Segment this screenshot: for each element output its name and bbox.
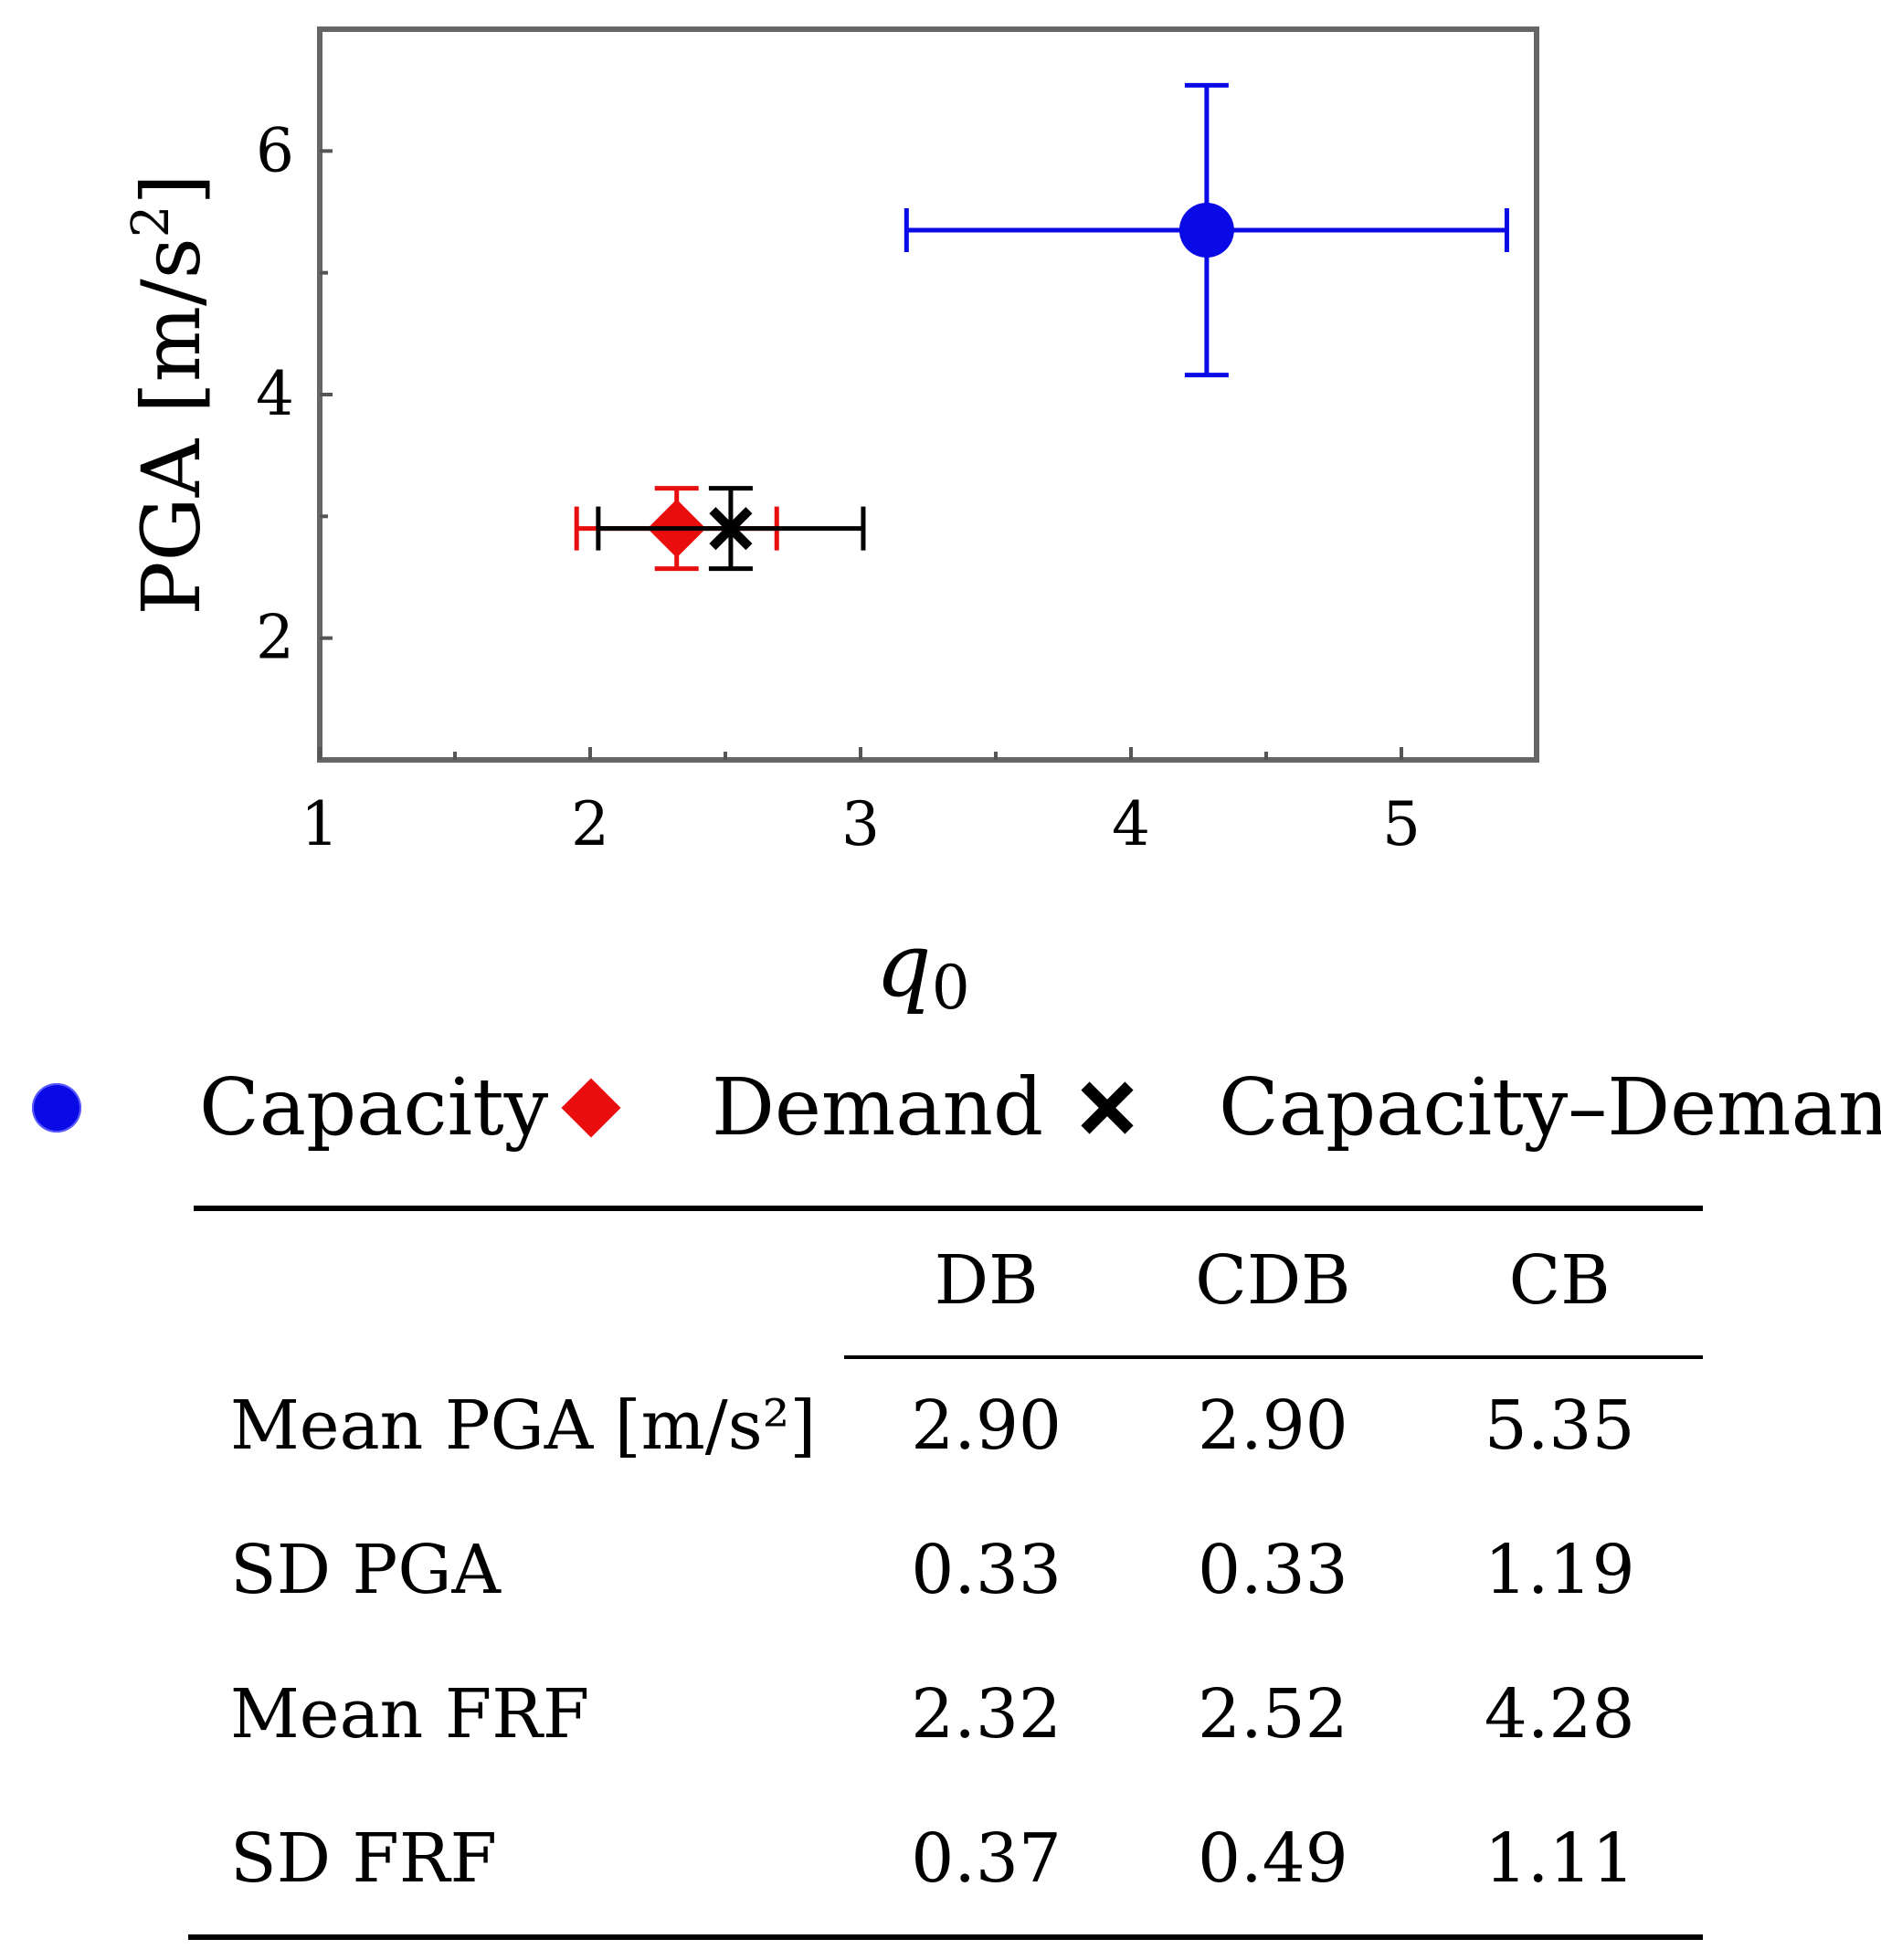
table-row: SD FRF 0.37 0.49 1.11 [194,1786,1703,1931]
legend-diamond-icon [561,1078,621,1138]
y-axis-label: PGA [m/s2] [122,174,218,616]
y-axis-label-main: PGA [m/s [124,237,218,616]
y-axis-label-superscript: 2 [122,205,181,238]
column-header-cb: CB [1508,1241,1611,1320]
table-cell: 4.28 [1484,1675,1635,1754]
legend-label: Capacity–Demand [1219,1062,1881,1154]
table-cell: 0.37 [911,1819,1062,1898]
row-label: SD FRF [230,1819,497,1898]
x-tick-label: 2 [571,789,609,859]
table-cell: 5.35 [1484,1386,1635,1465]
legend: Capacity Demand Capacity–Demand [0,1058,1881,1158]
data-point-capacity-demand [709,507,753,551]
plot-frame [317,26,1539,763]
x-axis-label-main: q [875,914,931,1017]
x-axis-label: q0 [875,914,969,1023]
y-axis-label-close: ] [124,174,218,205]
y-tick-label: 6 [256,115,294,185]
data-marks [574,82,1509,572]
data-point-capacity [1178,203,1234,258]
legend-item-capacity-demand: Capacity–Demand [1078,1058,1881,1158]
legend-item-capacity: Capacity [27,1058,548,1158]
table-cell: 0.49 [1197,1819,1348,1898]
y-tick-label: 2 [256,603,294,673]
table-cell: 2.32 [911,1675,1062,1754]
table-row: Mean PGA [m/s²] 2.90 2.90 5.35 [194,1354,1703,1498]
table-bottom-rule [188,1934,1703,1940]
table-row: SD PGA 0.33 0.33 1.19 [194,1498,1703,1642]
row-label: Mean FRF [230,1675,590,1754]
table-top-rule [194,1206,1703,1211]
x-tick-label: 5 [1382,789,1421,859]
table-row: Mean FRF 2.32 2.52 4.28 [194,1642,1703,1786]
column-header-cdb: CDB [1195,1241,1351,1320]
x-axis-label-subscript: 0 [932,953,970,1023]
x-tick-label: 4 [1112,789,1150,859]
column-header-db: DB [934,1241,1039,1320]
table-cell: 2.90 [911,1386,1062,1465]
legend-x-icon [1078,1079,1136,1137]
x-tick-label: 3 [841,789,880,859]
table-cell: 2.90 [1197,1386,1348,1465]
table-cell: 1.11 [1484,1819,1635,1898]
table-cell: 2.52 [1197,1675,1348,1754]
table-header-empty [194,1207,843,1354]
axis-ticks: 1 2 3 4 5 2 4 6 [256,115,1421,859]
y-tick-label: 4 [256,359,294,429]
row-label: Mean PGA [m/s²] [230,1386,817,1465]
legend-item-demand: Demand [561,1058,1044,1158]
statistics-table: DB CDB CB Mean PGA [m/s²] 2.90 2.90 5.35… [194,1207,1703,1931]
row-label: SD PGA [230,1531,501,1609]
legend-label: Demand [712,1062,1044,1154]
legend-circle-icon [27,1079,86,1137]
series-capacity-demand [596,486,866,572]
table-cell: 0.33 [1197,1531,1348,1609]
x-tick-label: 1 [301,789,339,859]
table-cell: 0.33 [911,1531,1062,1609]
table-header-rule [844,1355,1703,1359]
series-capacity [904,82,1509,378]
legend-label: Capacity [199,1062,549,1154]
table-header-row: DB CDB CB [194,1207,1703,1354]
table-cell: 1.19 [1484,1531,1635,1609]
